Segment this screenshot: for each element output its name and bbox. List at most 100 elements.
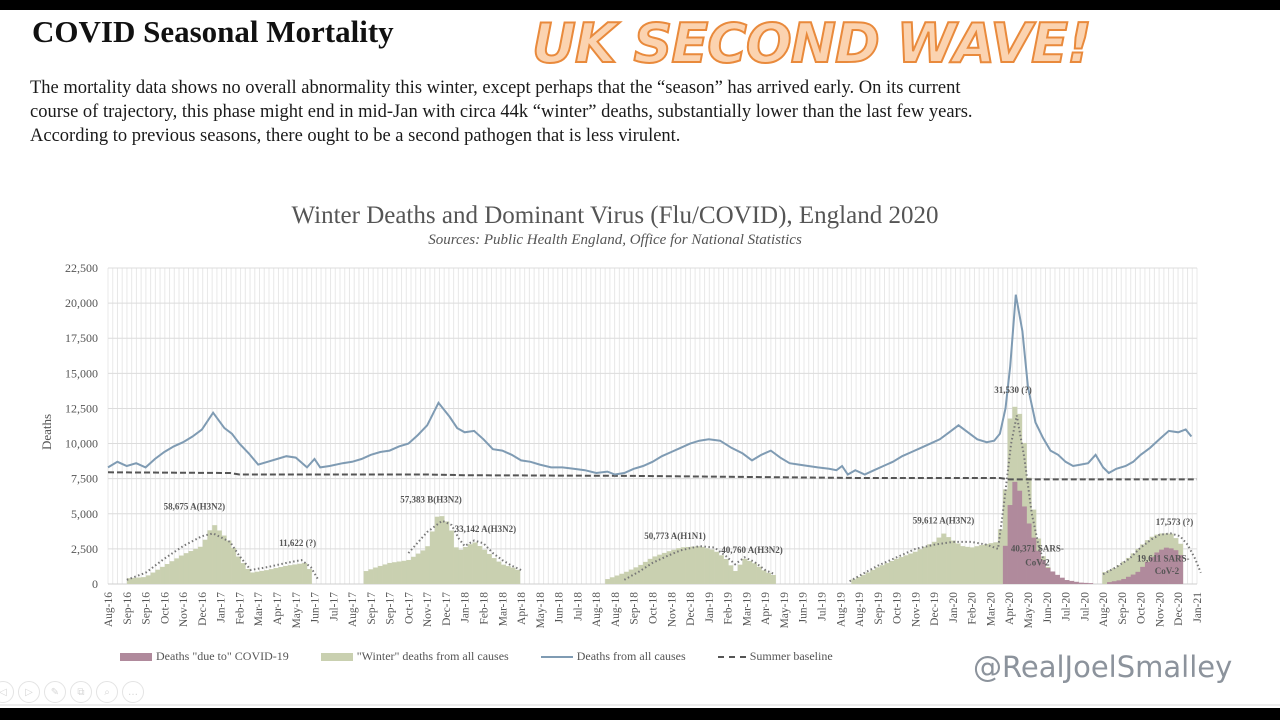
winter-deaths-bar xyxy=(690,546,696,584)
winter-deaths-bar xyxy=(439,516,445,584)
winter-deaths-bar xyxy=(467,544,473,584)
winter-deaths-bar xyxy=(150,572,156,584)
covid-deaths-bar xyxy=(1111,581,1117,584)
winter-deaths-bar xyxy=(193,548,199,584)
winter-deaths-bar xyxy=(633,567,639,584)
x-tick-label: Jan-19 xyxy=(704,592,716,623)
winter-deaths-bar xyxy=(240,563,246,584)
winter-deaths-bar xyxy=(453,547,459,584)
winter-deaths-bar xyxy=(941,533,947,584)
x-tick-label: Feb-17 xyxy=(234,592,246,625)
covid-deaths-bar xyxy=(1040,560,1046,584)
winter-deaths-bar xyxy=(950,540,956,584)
x-tick-label: May-19 xyxy=(779,592,791,629)
winter-deaths-bar xyxy=(695,546,701,584)
slides-icon[interactable]: ⧉ xyxy=(70,681,92,703)
winter-deaths-bar xyxy=(728,565,734,584)
zoom-icon[interactable]: ⌕ xyxy=(96,681,118,703)
covid-deaths-bar xyxy=(1144,561,1150,584)
author-handle: @RealJoelSmalley xyxy=(973,650,1233,684)
x-tick-label: Sep-17 xyxy=(366,592,378,625)
x-tick-label: Dec-20 xyxy=(1173,592,1185,626)
y-tick-label: 20,000 xyxy=(65,296,98,310)
data-annotation: 40,760 A(H3N2) xyxy=(721,545,783,555)
x-tick-label: Aug-18 xyxy=(591,592,603,627)
y-tick-label: 5,000 xyxy=(71,507,98,521)
x-tick-label: Dec-16 xyxy=(197,592,209,626)
x-tick-label: Jun-18 xyxy=(554,592,566,624)
winter-deaths-bar xyxy=(851,579,857,584)
covid-deaths-bar xyxy=(1083,582,1089,584)
x-tick-label: Jul-20 xyxy=(1061,592,1073,621)
next-icon[interactable]: ▷ xyxy=(18,681,40,703)
x-tick-label: Aug-19 xyxy=(835,592,847,627)
covid-deaths-bar xyxy=(1054,574,1060,584)
x-tick-label: May-20 xyxy=(1023,592,1035,629)
x-tick-label: Nov-17 xyxy=(422,592,434,627)
winter-deaths-bar xyxy=(1130,553,1136,584)
y-tick-label: 7,500 xyxy=(71,472,98,486)
winter-deaths-bar xyxy=(273,568,279,584)
covid-deaths-bar xyxy=(1026,523,1032,584)
x-tick-label: Sep-16 xyxy=(141,592,153,625)
winter-deaths-bar xyxy=(448,530,454,584)
winter-deaths-bar xyxy=(482,549,488,584)
x-tick-label: Mar-17 xyxy=(253,592,265,627)
pen-icon[interactable]: ✎ xyxy=(44,681,66,703)
winter-deaths-bar xyxy=(302,563,308,584)
covid-deaths-bar xyxy=(1050,571,1056,584)
winter-deaths-bar xyxy=(979,545,985,584)
x-tick-label: Jul-18 xyxy=(572,592,584,621)
covid-deaths-bar xyxy=(1002,545,1008,584)
winter-deaths-bar xyxy=(1007,418,1013,584)
body-line: According to previous seasons, there oug… xyxy=(30,126,681,146)
winter-deaths-bar xyxy=(884,563,890,584)
winter-deaths-bar xyxy=(382,564,388,584)
winter-deaths-bar xyxy=(477,546,483,584)
winter-deaths-bar xyxy=(652,556,658,584)
winter-deaths-bar xyxy=(723,558,729,584)
winter-deaths-bar xyxy=(946,537,952,584)
winter-deaths-bar xyxy=(1125,557,1132,584)
winter-deaths-bar xyxy=(643,561,649,584)
data-annotation: CoV-2 xyxy=(1155,566,1180,576)
winter-deaths-bar xyxy=(500,564,507,584)
x-tick-label: Mar-20 xyxy=(985,592,997,627)
data-annotation: 33,142 A(H3N2) xyxy=(455,524,517,534)
chart-bars xyxy=(126,406,1184,584)
wordart-headline: UK SECOND WAVE! xyxy=(531,11,1093,76)
winter-deaths-bar xyxy=(628,569,634,584)
winter-deaths-bar xyxy=(931,541,937,584)
covid-deaths-bar xyxy=(1088,583,1094,584)
winter-deaths-bar xyxy=(254,571,260,584)
covid-deaths-bar xyxy=(1135,571,1141,584)
covid-deaths-bar xyxy=(1159,549,1165,584)
winter-deaths-bar xyxy=(179,555,185,584)
covid-deaths-bar xyxy=(1078,582,1084,584)
winter-deaths-bar xyxy=(496,561,502,584)
previous-icon[interactable]: ◁ xyxy=(0,681,14,703)
winter-deaths-bar xyxy=(922,546,928,584)
winter-deaths-bar xyxy=(515,569,521,584)
winter-deaths-bar xyxy=(870,569,876,584)
x-tick-label: Mar-19 xyxy=(741,592,753,627)
winter-deaths-bar xyxy=(259,570,265,584)
data-annotation: 50,773 A(H1N1) xyxy=(644,531,706,541)
winter-deaths-bar xyxy=(486,553,492,584)
x-tick-label: Feb-20 xyxy=(967,592,979,625)
winter-deaths-bar xyxy=(955,543,961,584)
x-tick-label: Mar-18 xyxy=(497,592,509,627)
more-icon[interactable]: … xyxy=(122,681,144,703)
winter-deaths-bar xyxy=(231,548,237,584)
y-axis: 0 2,500 5,000 7,500 10,000 12,500 15,000 17,500… xyxy=(65,261,98,591)
x-tick-label: Oct-20 xyxy=(1136,592,1148,624)
winter-deaths-bar xyxy=(998,529,1004,584)
winter-deaths-bar xyxy=(406,559,412,584)
covid-deaths-bar xyxy=(1045,567,1051,584)
covid-deaths-bar xyxy=(1168,548,1174,584)
x-tick-label: Aug-16 xyxy=(103,592,115,627)
legend-swatch-covid xyxy=(120,652,152,661)
winter-deaths-bar xyxy=(373,567,379,584)
winter-deaths-bar xyxy=(415,553,421,584)
winter-deaths-bar xyxy=(699,546,705,584)
